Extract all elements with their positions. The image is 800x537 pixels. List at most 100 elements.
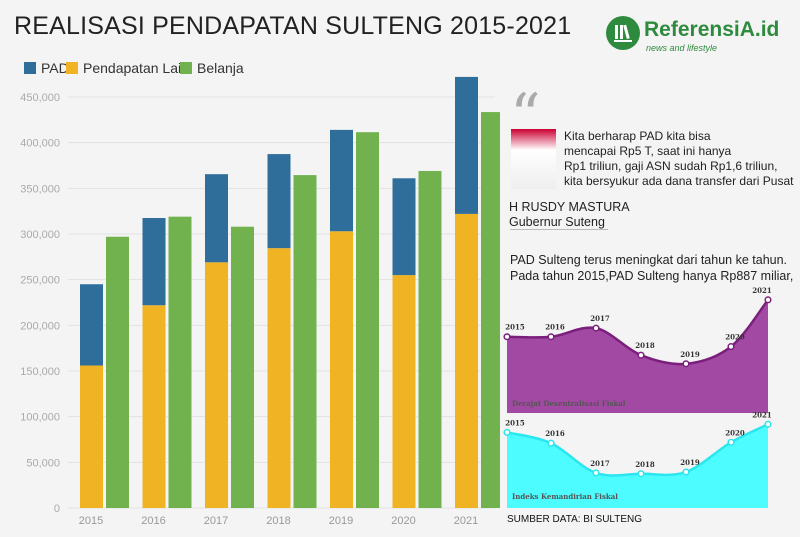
speaker-photo <box>511 129 556 189</box>
desentralisasi-point <box>682 360 690 368</box>
bar-pad <box>205 174 228 263</box>
y-tick-label: 100,000 <box>20 412 60 424</box>
desentralisasi-year-label: 2018 <box>635 341 655 350</box>
legend-pendapatan-lain: Pendapatan Lain <box>66 60 189 76</box>
desentralisasi-point <box>503 333 511 341</box>
divider <box>510 229 608 230</box>
desentralisasi-point <box>547 333 555 341</box>
bar-belanja <box>106 236 129 509</box>
kemandirian-point <box>764 420 772 428</box>
kemandirian-year-label: 2016 <box>545 429 565 438</box>
x-tick-label: 2021 <box>454 515 478 527</box>
desentralisasi-point <box>637 351 645 359</box>
x-tick-label: 2019 <box>329 515 353 527</box>
quote-line: Kita berharap PAD kita bisa <box>564 129 711 143</box>
desentralisasi-year-label: 2021 <box>752 286 772 295</box>
bar-pad <box>80 284 103 366</box>
quote-line: kita bersyukur ada dana transfer dari Pu… <box>564 174 794 188</box>
y-tick-label: 250,000 <box>20 275 60 287</box>
page-title: REALISASI PENDAPATAN SULTENG 2015-2021 <box>14 12 572 40</box>
legend-label: PAD <box>41 60 69 76</box>
kemandirian-year-label: 2021 <box>752 410 772 419</box>
legend-label: Belanja <box>197 60 244 76</box>
kemandirian-point <box>592 469 600 477</box>
y-tick-label: 200,000 <box>20 320 60 332</box>
kemandirian-point <box>637 470 645 478</box>
y-tick-label: 150,000 <box>20 366 60 378</box>
desentralisasi-point <box>764 296 772 304</box>
desentralisasi-year-label: 2017 <box>590 314 610 323</box>
bar-belanja <box>356 132 379 508</box>
kemandirian-year-label: 2017 <box>590 459 610 468</box>
mini-area-charts: 2015 2016 2017 2018 2019 2020 2021 Derajat Dese… <box>503 286 772 508</box>
bar-pendapatan-lain <box>142 305 166 508</box>
description-line: Pada tahun 2015,PAD Sulteng hanya Rp887 … <box>510 269 794 283</box>
y-tick-label: 400,000 <box>20 138 60 150</box>
x-tick-label: 2016 <box>141 515 165 527</box>
quote-line: mencapai Rp5 T, saat ini hanya <box>564 144 732 158</box>
desentralisasi-year-label: 2015 <box>505 323 525 332</box>
desentralisasi-area <box>507 299 768 413</box>
logo: ReferensiA.id news and lifestyle <box>606 16 796 56</box>
desentralisasi-year-label: 2016 <box>545 323 565 332</box>
desentralisasi-point <box>727 343 735 351</box>
kemandirian-year-label: 2018 <box>635 460 655 469</box>
bar-pad <box>330 129 353 232</box>
y-tick-label: 50,000 <box>26 457 60 469</box>
description: PAD Sulteng terus meningkat dari tahun k… <box>510 252 793 284</box>
desentralisasi-point <box>592 324 600 332</box>
x-tick-label: 2015 <box>79 515 103 527</box>
x-tick-label: 2017 <box>204 515 228 527</box>
kemandirian-point <box>727 438 735 446</box>
bar-pendapatan-lain <box>455 213 478 508</box>
y-tick-label: 450,000 <box>20 92 60 104</box>
bar-pendapatan-lain <box>205 262 228 508</box>
bar-belanja <box>481 112 500 508</box>
source-note: SUMBER DATA: BI SULTENG <box>507 514 643 525</box>
bar-pendapatan-lain <box>80 365 103 508</box>
kemandirian-year-label: 2019 <box>680 458 700 467</box>
logo-tagline: news and lifestyle <box>646 43 718 53</box>
kemandirian-title: Indeks Kemandirian Fiskal <box>512 492 618 501</box>
legend-swatch <box>66 62 78 74</box>
speaker-role: Gubernur Suteng <box>509 215 605 229</box>
quote-line: Rp1 triliun, gaji ASN sudah Rp1,6 triliu… <box>564 159 778 173</box>
bar-chart: 0 50,000 100,000 150,000 200,000 250,000 300,0… <box>20 76 500 527</box>
desentralisasi-title: Derajat Desentralisasi Fiskal <box>512 399 626 408</box>
bar-pendapatan-lain <box>392 275 416 508</box>
desentralisasi-year-label: 2019 <box>680 350 700 359</box>
bar-pad <box>392 178 416 276</box>
y-tick-label: 300,000 <box>20 229 60 241</box>
bar-belanja <box>168 216 192 508</box>
bar-belanja <box>231 226 254 508</box>
x-tick-label: 2020 <box>391 515 415 527</box>
bar-belanja <box>418 170 442 509</box>
bar-pad <box>455 76 478 214</box>
quote-text: Kita berharap PAD kita bisa mencapai Rp5… <box>564 129 793 189</box>
x-tick-label: 2018 <box>266 515 290 527</box>
y-tick-label: 0 <box>54 503 60 515</box>
bar-pendapatan-lain <box>267 248 291 508</box>
logo-books-icon <box>606 16 640 50</box>
desentralisasi-year-label: 2020 <box>725 333 745 342</box>
legend-swatch <box>24 62 36 74</box>
kemandirian-area <box>507 424 768 508</box>
legend-swatch <box>180 62 192 74</box>
speaker-name: H RUSDY MASTURA <box>509 200 630 214</box>
kemandirian-year-label: 2020 <box>725 428 745 437</box>
y-tick-label: 350,000 <box>20 183 60 195</box>
speaker: H RUSDY MASTURA Gubernur Suteng <box>509 200 630 230</box>
kemandirian-point <box>503 428 511 436</box>
legend-label: Pendapatan Lain <box>83 60 189 76</box>
kemandirian-point <box>547 439 555 447</box>
bar-pendapatan-lain <box>330 231 353 508</box>
bar-belanja <box>293 175 317 508</box>
legend-pad: PAD <box>24 60 69 76</box>
bar-pad <box>267 154 291 249</box>
description-line: PAD Sulteng terus meningkat dari tahun k… <box>510 253 788 267</box>
kemandirian-point <box>682 468 690 476</box>
logo-name: ReferensiA.id <box>644 18 780 41</box>
legend-belanja: Belanja <box>180 60 244 76</box>
bar-pad <box>142 218 166 306</box>
kemandirian-year-label: 2015 <box>505 418 525 427</box>
